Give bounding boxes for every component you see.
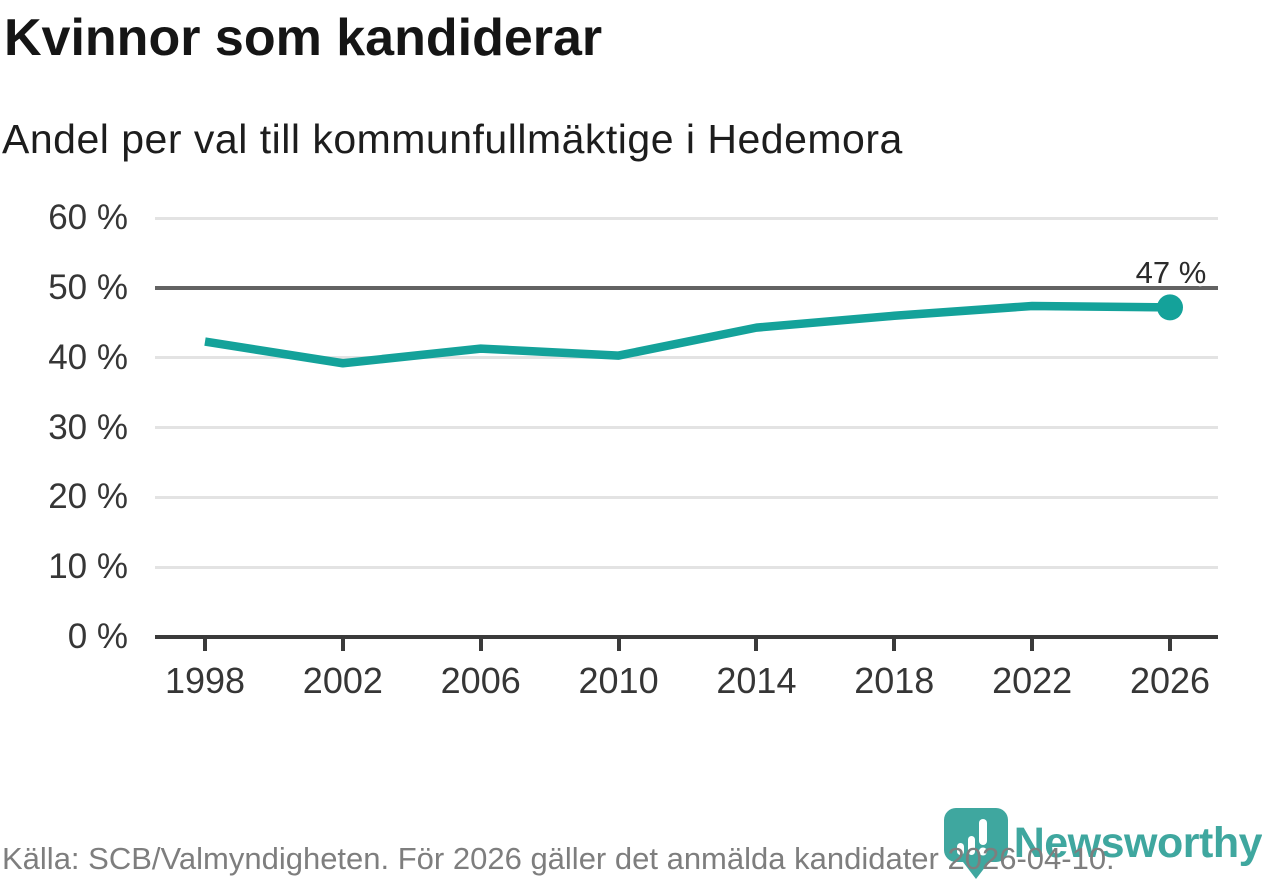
gridline-60 (155, 216, 1218, 220)
trend-line (204, 301, 1171, 368)
gridline-20 (155, 495, 1218, 499)
x-axis-tick-1998 (203, 637, 207, 651)
gridline-10 (155, 565, 1218, 569)
x-axis-tick-2010 (616, 637, 621, 651)
x-axis-label-2002: 2002 (302, 660, 383, 701)
x-axis-tick-2022 (1030, 637, 1035, 651)
y-axis-label-40: 40 % (48, 337, 128, 377)
y-axis-label-50: 50 % (48, 267, 128, 307)
y-axis-label-0: 0 % (67, 617, 128, 656)
last-value-label: 47 % (1135, 255, 1207, 290)
x-axis-label-2010: 2010 (578, 660, 659, 701)
newsworthy-logo: Newsworthy (943, 808, 1262, 879)
x-axis-label-2014: 2014 (716, 660, 797, 701)
trend-line-chart (204, 294, 1183, 368)
gridline-0 (155, 635, 1218, 639)
x-axis-label-2006: 2006 (440, 660, 521, 701)
gridline-50 (155, 285, 1218, 290)
x-axis-label-1998: 1998 (164, 660, 246, 701)
chart-subtitle: Andel per val till kommunfullmäktige i H… (2, 116, 903, 162)
x-axis-tick-2018 (892, 637, 897, 651)
x-axis-tick-2006 (478, 637, 483, 651)
page-title: Kvinnor som kandiderar (4, 9, 603, 67)
y-axis-label-30: 30 % (48, 407, 128, 447)
x-axis-tick-2026 (1168, 637, 1172, 651)
x-axis-tick-2002 (340, 637, 345, 651)
gridline-40 (155, 356, 1218, 360)
x-axis-label-2026: 2026 (1129, 660, 1211, 701)
y-axis-label-10: 10 % (48, 547, 128, 587)
x-axis-label-2022: 2022 (992, 660, 1073, 701)
last-point-marker (1157, 294, 1183, 321)
y-axis-label-60: 60 % (48, 198, 128, 237)
x-axis-tick-2014 (754, 637, 759, 651)
newsworthy-wordmark: Newsworthy (1013, 819, 1262, 867)
source-note: Källa: SCB/Valmyndigheten. För 2026 gäll… (2, 841, 1115, 876)
x-axis-label-2018: 2018 (854, 660, 935, 701)
newsworthy-pin-barchart-icon (943, 808, 1008, 879)
gridline-30 (155, 426, 1218, 429)
y-axis-label-20: 20 % (48, 477, 128, 517)
